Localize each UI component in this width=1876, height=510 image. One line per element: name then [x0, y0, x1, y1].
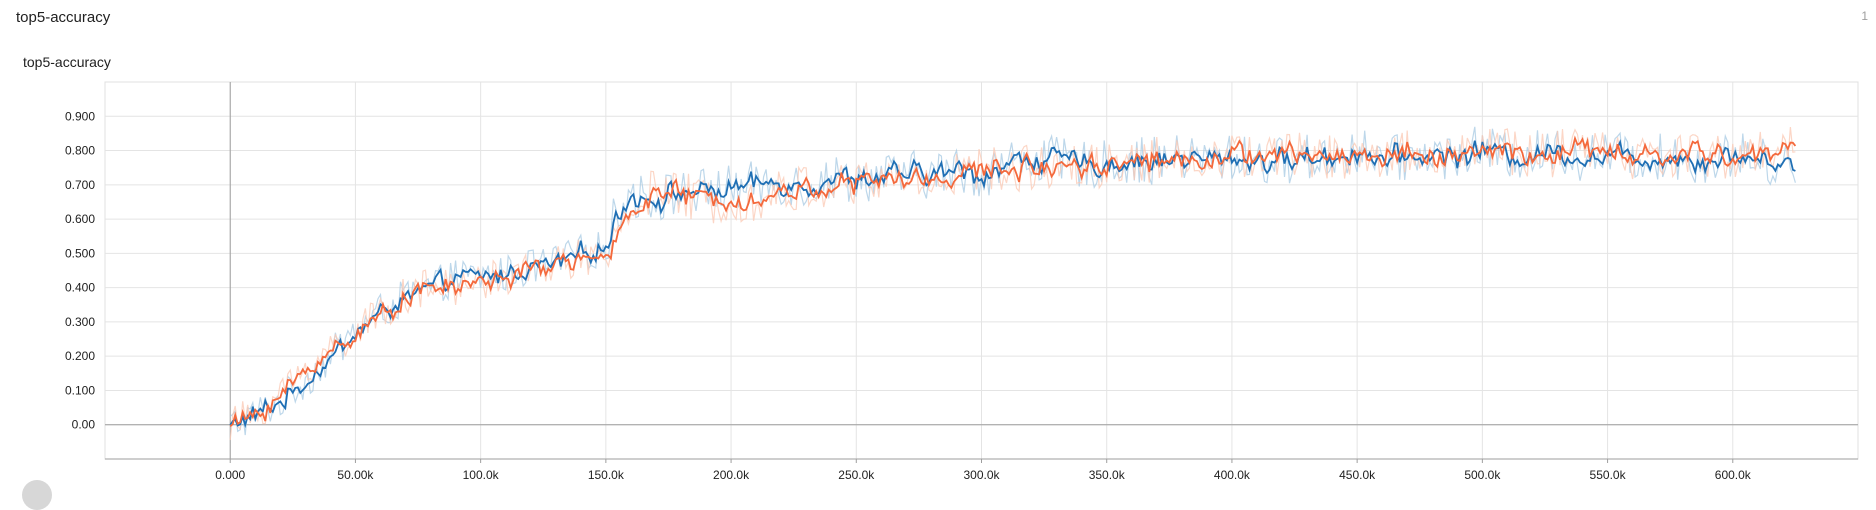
y-tick-label: 0.00	[72, 418, 96, 432]
y-tick-label: 0.900	[65, 109, 95, 123]
line-chart: 0.000 50.00k 100.0k 150.0k 200.0k 250.0k 300.0…	[65, 81, 1859, 482]
x-tick-label: 300.0k	[963, 468, 1000, 482]
x-tick-label: 200.0k	[713, 468, 750, 482]
y-tick-label: 0.100	[65, 383, 95, 397]
y-tick-label: 0.400	[65, 281, 95, 295]
y-tick-label: 0.300	[65, 315, 95, 329]
y-tick-label: 0.200	[65, 349, 95, 363]
card-count: 1	[1861, 9, 1868, 23]
x-tick-label: 450.0k	[1339, 468, 1376, 482]
y-tick-label: 0.500	[65, 246, 95, 260]
x-tick-label: 400.0k	[1214, 468, 1251, 482]
x-tick-label: 250.0k	[838, 468, 875, 482]
chart-card-body	[0, 34, 1876, 488]
y-tick-label: 0.600	[65, 212, 95, 226]
x-tick-label: 350.0k	[1089, 468, 1126, 482]
x-tick-label: 0.000	[215, 468, 245, 482]
y-tick-label: 0.700	[65, 178, 95, 192]
card-title: top5-accuracy	[16, 9, 111, 26]
x-tick-label: 50.00k	[337, 468, 374, 482]
y-tick-label: 0.800	[65, 144, 95, 158]
x-tick-label: 550.0k	[1590, 468, 1627, 482]
x-tick-label: 150.0k	[588, 468, 625, 482]
x-tick-label: 500.0k	[1464, 468, 1501, 482]
series-1-raw-line	[229, 127, 1796, 441]
chart-title: top5-accuracy	[23, 54, 111, 70]
expand-chart-button[interactable]	[22, 480, 52, 510]
series-1-smoothed-line	[229, 135, 1797, 427]
x-tick-label: 600.0k	[1715, 468, 1752, 482]
x-tick-label: 100.0k	[463, 468, 500, 482]
